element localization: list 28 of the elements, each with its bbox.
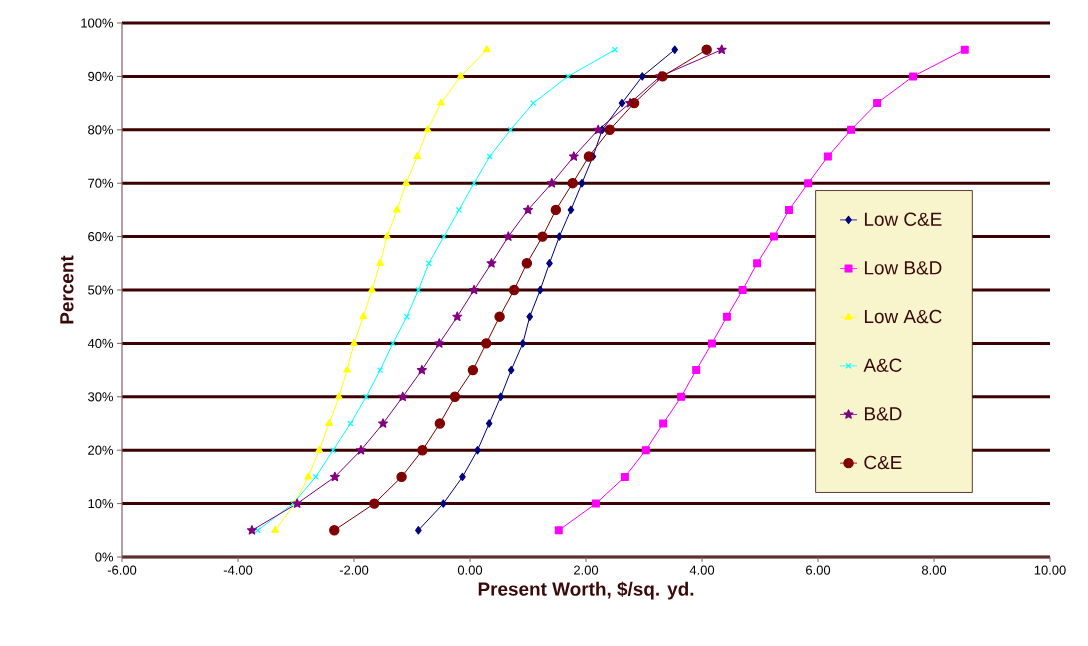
x-tick-label: 0.00 — [457, 565, 483, 575]
legend-label: Low B&D — [864, 261, 942, 275]
x-tick-label: -2.00 — [339, 565, 369, 575]
x-tick-label: 2.00 — [574, 565, 599, 575]
y-tick-label: 90% — [88, 71, 114, 81]
y-axis-title: Percent — [60, 255, 74, 324]
y-tick-label: 70% — [88, 178, 114, 188]
y-tick-label: 100% — [81, 18, 114, 28]
legend-label: Low C&E — [864, 212, 942, 226]
y-tick-label: 40% — [87, 338, 114, 348]
x-tick-label: 4.00 — [689, 565, 715, 575]
y-tick-label: 10% — [88, 499, 114, 509]
y-tick-label: 0% — [95, 552, 114, 562]
legend-label: B&D — [864, 407, 902, 421]
x-axis-title: Present Worth, $/sq. yd. — [478, 581, 694, 600]
x-tick-label: 6.00 — [806, 565, 831, 575]
y-tick-label: 50% — [88, 285, 114, 295]
y-tick-label: 60% — [88, 232, 114, 242]
x-tick-label: 10.00 — [1034, 565, 1066, 575]
y-tick-label: 30% — [88, 392, 114, 402]
legend-label: Low A&C — [864, 309, 942, 324]
y-tick-label: 80% — [88, 125, 114, 135]
y-tick-label: 20% — [88, 445, 114, 455]
legend-label: A&C — [863, 358, 902, 372]
x-tick-label: 8.00 — [921, 565, 947, 575]
legend-label: C&E — [864, 455, 902, 470]
x-tick-label: -6.00 — [107, 565, 137, 575]
x-tick-label: -4.00 — [223, 565, 253, 575]
